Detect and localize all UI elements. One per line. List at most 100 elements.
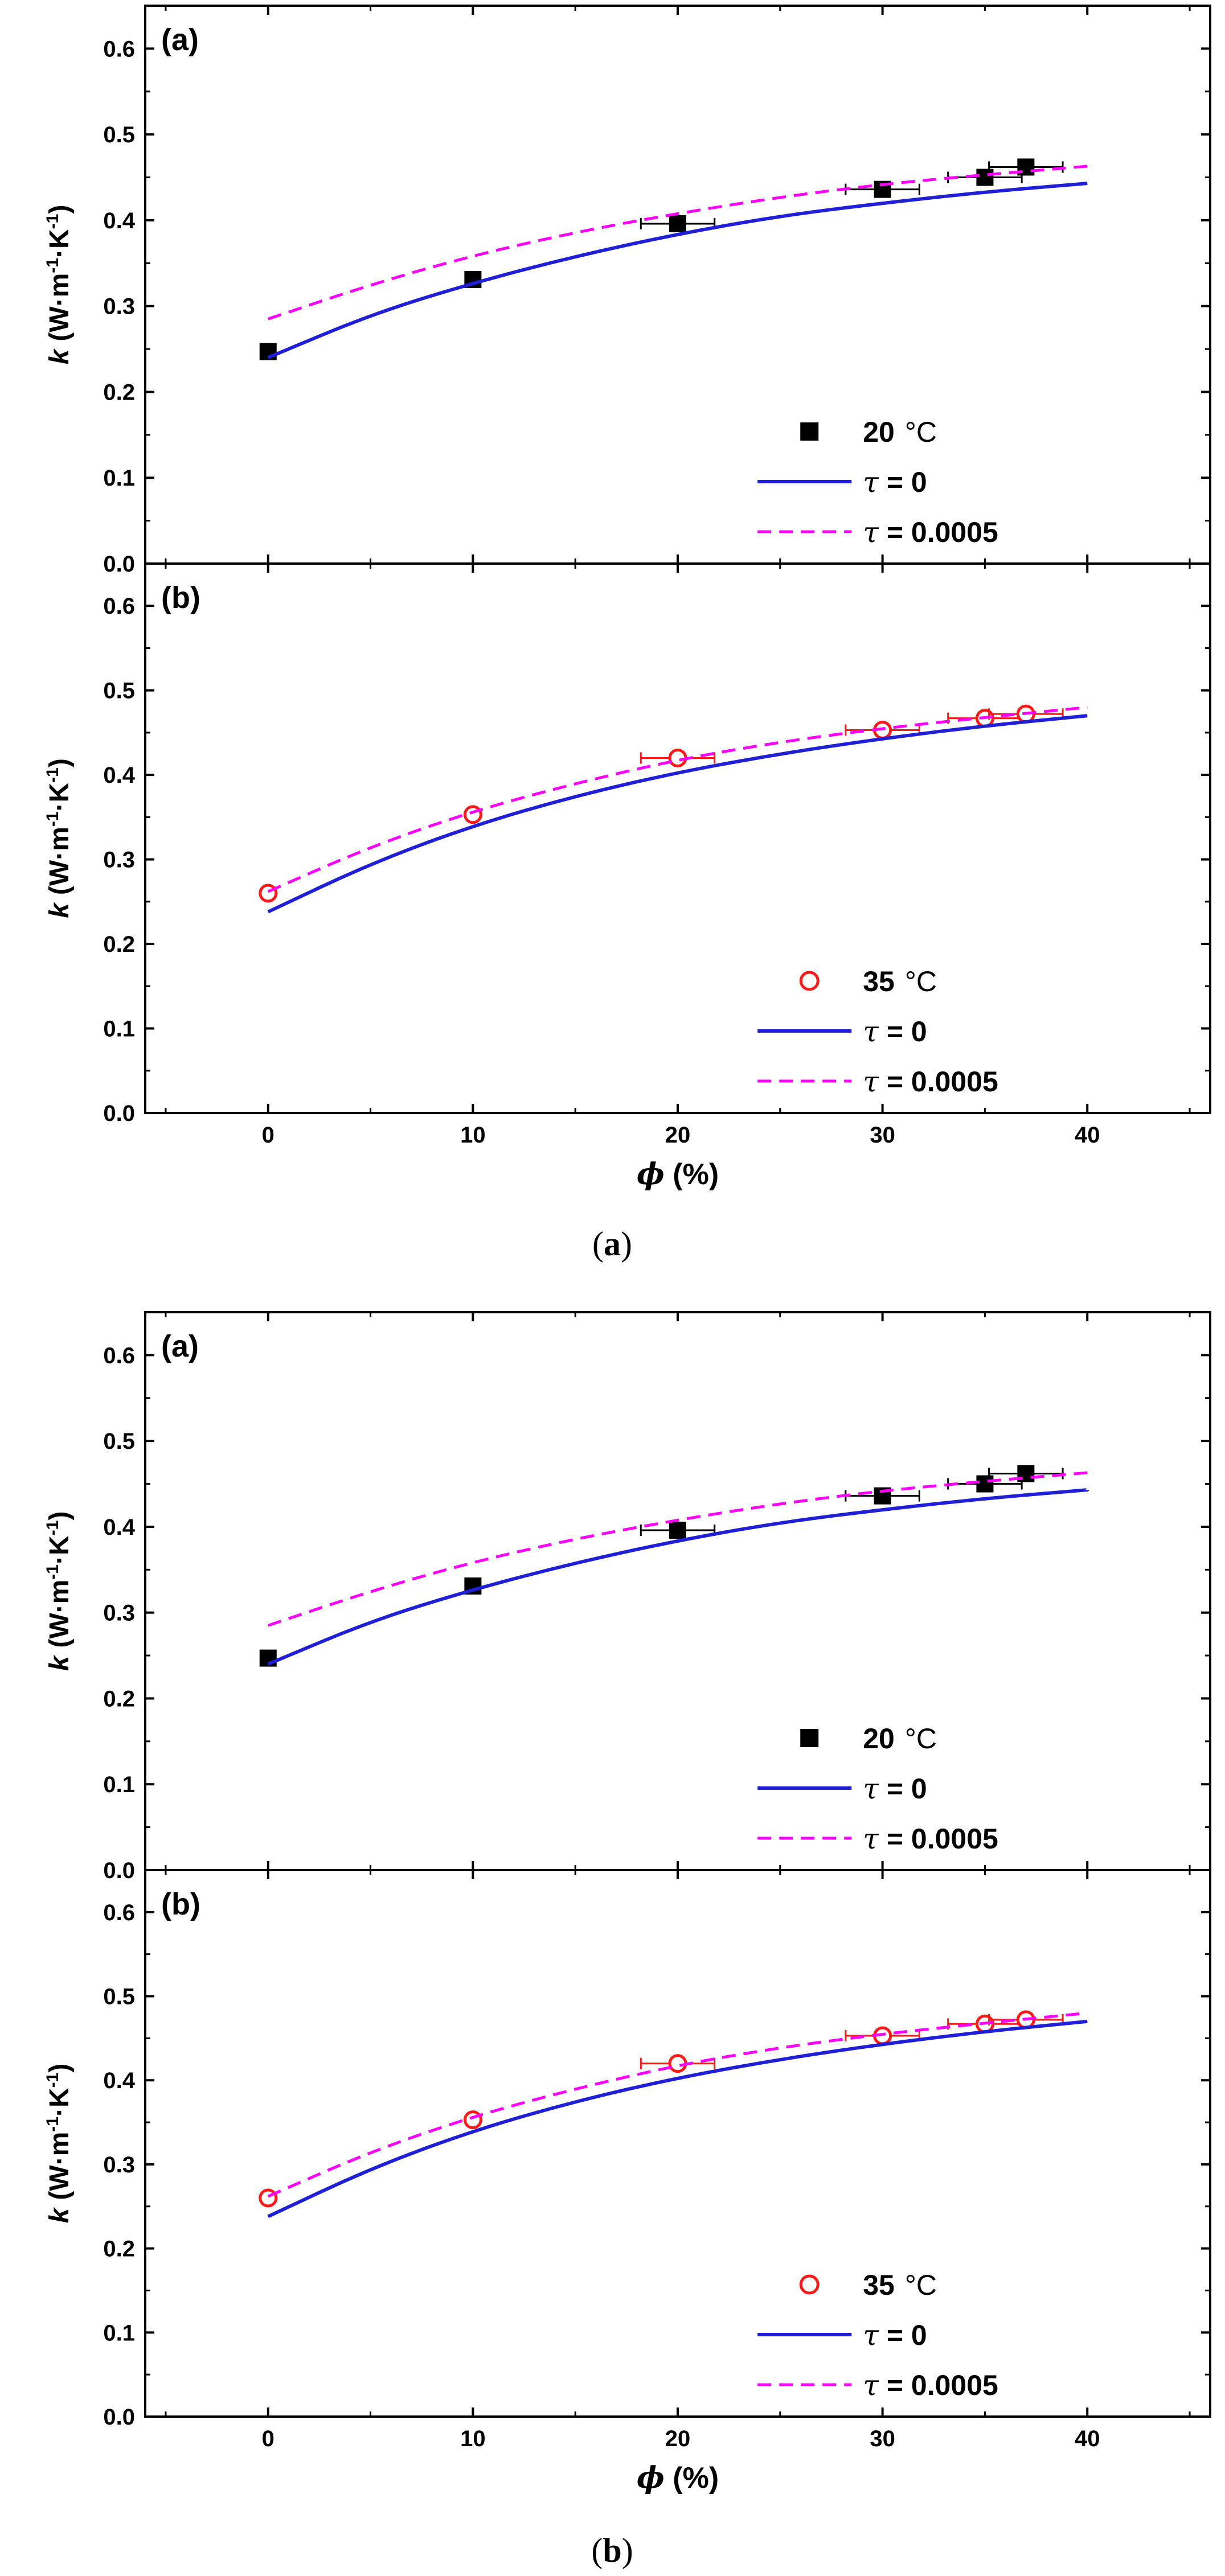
y-axis-label-exp: -1 (43, 214, 62, 229)
x-tick-label: 20 (665, 2426, 691, 2451)
x-tick-label: 30 (870, 1123, 895, 1148)
y-axis-label-unit: ·K (44, 229, 75, 258)
legend-label: τ = 0.0005 (863, 1065, 998, 1098)
legend-label-symbol: τ (863, 1822, 879, 1855)
y-axis-label-k: k (44, 1654, 75, 1671)
legend-label-symbol: τ (863, 1015, 879, 1048)
caption-b-letter: b (603, 2532, 621, 2569)
y-tick-label: 0.1 (103, 1017, 135, 1042)
series-line-tau-0005 (267, 2011, 1088, 2198)
caption-a: (a) (592, 1225, 632, 1263)
plot-frame (144, 5, 1211, 565)
y-tick-label: 0.6 (103, 1343, 135, 1368)
series-line-tau-0005 (267, 705, 1088, 893)
legend-label-unit: °C (905, 1723, 937, 1755)
legend-label-symbol: τ (863, 516, 879, 549)
y-axis-label-k: k (44, 902, 75, 918)
y-axis-label-unit: (W·m (44, 827, 75, 895)
legend-label: 35 °C (863, 2269, 937, 2301)
legend-label-value: = 0.0005 (879, 1823, 998, 1855)
plot-panels: 0.00.10.20.30.40.50.6 (a)k(W·m-1·K-1)20 °C… (43, 5, 1211, 2495)
y-axis-label-unit: (W·m (44, 2132, 75, 2200)
y-tick-label: 0.3 (103, 848, 135, 873)
y-axis-label-unit: ) (44, 2064, 75, 2073)
y-tick-label: 0.4 (103, 2068, 135, 2093)
legend-label-value: = 0.0005 (879, 2369, 998, 2401)
legend-label: τ = 0.0005 (863, 516, 998, 549)
y-axis-label-exp: -1 (43, 2073, 62, 2088)
y-tick-label: 0.6 (103, 1900, 135, 1925)
legend-label-value: = 0 (879, 2319, 927, 2351)
y-tick-label: 0.0 (103, 2405, 135, 2430)
legend-label-symbol: τ (863, 1065, 879, 1098)
x-axis-label-symbol: ϕ (637, 1157, 665, 1192)
y-axis-label: k(W·m-1·K-1) (43, 205, 75, 365)
y-tick-label: 0.3 (103, 294, 135, 319)
series-line-tau-0 (267, 182, 1088, 359)
series-line-tau-0 (267, 2019, 1088, 2218)
series-line-tau-0005 (267, 1471, 1088, 1627)
caption-a-close: ) (621, 1225, 632, 1263)
x-axis-label-unit: (%) (665, 2462, 719, 2495)
y-tick-label: 0.4 (103, 208, 135, 233)
caption-a-letter: a (604, 1225, 621, 1263)
caption-a-open: ( (592, 1225, 604, 1263)
chart-panel-1: 0.00.10.20.30.40.50.6 (a)k(W·m-1·K-1)20 °C… (43, 5, 1211, 577)
panel-label: (a) (161, 1329, 199, 1363)
legend-label-value: 20 (863, 1723, 895, 1755)
chart-panel-2: 0.00.10.20.30.40.50.60 10 20 30 40(b)k(W·m-1… (43, 562, 1211, 1192)
y-axis-label-unit: ) (44, 205, 75, 214)
y-axis-label-k: k (44, 2207, 75, 2223)
legend-label: 20 °C (863, 1723, 937, 1755)
legend-label: τ = 0.0005 (863, 1822, 998, 1855)
y-tick-label: 0.2 (103, 932, 135, 957)
y-tick-label: 0.5 (103, 1429, 135, 1454)
y-axis-label: k(W·m-1·K-1) (43, 758, 75, 918)
legend: 35 °Cτ = 0τ = 0.0005 (757, 2269, 998, 2402)
series-line-tau-0005 (267, 165, 1088, 321)
panel-label: (a) (161, 23, 199, 57)
x-tick-label: 10 (460, 1123, 486, 1148)
legend-label-unit: °C (905, 2269, 937, 2301)
y-axis-label-exp: -1 (43, 1564, 62, 1580)
y-tick-label: 0.2 (103, 380, 135, 405)
y-axis-label-unit: (W·m (44, 1580, 75, 1648)
legend-label-value: 35 (863, 966, 895, 997)
series-line-tau-0 (267, 714, 1088, 914)
y-tick-label: 0.2 (103, 1686, 135, 1711)
series-line-tau-0 (267, 1488, 1088, 1666)
y-axis-label-k: k (44, 348, 75, 364)
x-tick-label: 40 (1075, 1123, 1100, 1148)
legend-marker-20C (800, 422, 819, 441)
y-axis-label-unit: ) (44, 1511, 75, 1521)
y-axis-label-unit: ·K (44, 2088, 75, 2117)
legend-label: τ = 0 (863, 1772, 927, 1805)
x-axis-label-symbol: ϕ (637, 2460, 665, 2495)
chart-panel-3: 0.00.10.20.30.40.50.6 (a)k(W·m-1·K-1)20 °C… (43, 1311, 1211, 1883)
legend-label: τ = 0 (863, 466, 927, 499)
legend-label-value: = 0 (879, 1773, 927, 1805)
data-point-20C (669, 215, 686, 232)
y-tick-label: 0.0 (103, 1101, 135, 1126)
x-tick-label: 10 (460, 2426, 486, 2451)
y-tick-label: 0.1 (103, 1772, 135, 1797)
x-axis-label: ϕ (%) (637, 2460, 719, 2495)
legend-label-symbol: τ (863, 2319, 879, 2352)
y-axis-label: k(W·m-1·K-1) (43, 2064, 75, 2224)
legend-label-value: 35 (863, 2269, 895, 2301)
caption-b-close: ) (622, 2532, 633, 2569)
legend: 20 °Cτ = 0τ = 0.0005 (757, 416, 998, 549)
y-tick-label: 0.1 (103, 2320, 135, 2345)
y-axis-label-unit: ·K (44, 1535, 75, 1564)
plot-frame (144, 1311, 1211, 1871)
legend: 20 °C τ = 0 τ = 0.0005 (757, 1723, 998, 1855)
y-axis-label-unit: (W·m (44, 273, 75, 342)
legend-marker-35C (799, 2274, 820, 2295)
y-axis-label-exp: -1 (43, 767, 62, 783)
data-point-20C (976, 169, 994, 186)
y-axis-label-unit: ·K (44, 783, 75, 812)
chart-panel-4: 0.00.10.20.30.40.50.60 10 20 30 40(b)k(W·m-1… (43, 1869, 1211, 2495)
y-tick-label: 0.1 (103, 466, 135, 491)
x-tick-label: 0 (262, 1123, 275, 1148)
